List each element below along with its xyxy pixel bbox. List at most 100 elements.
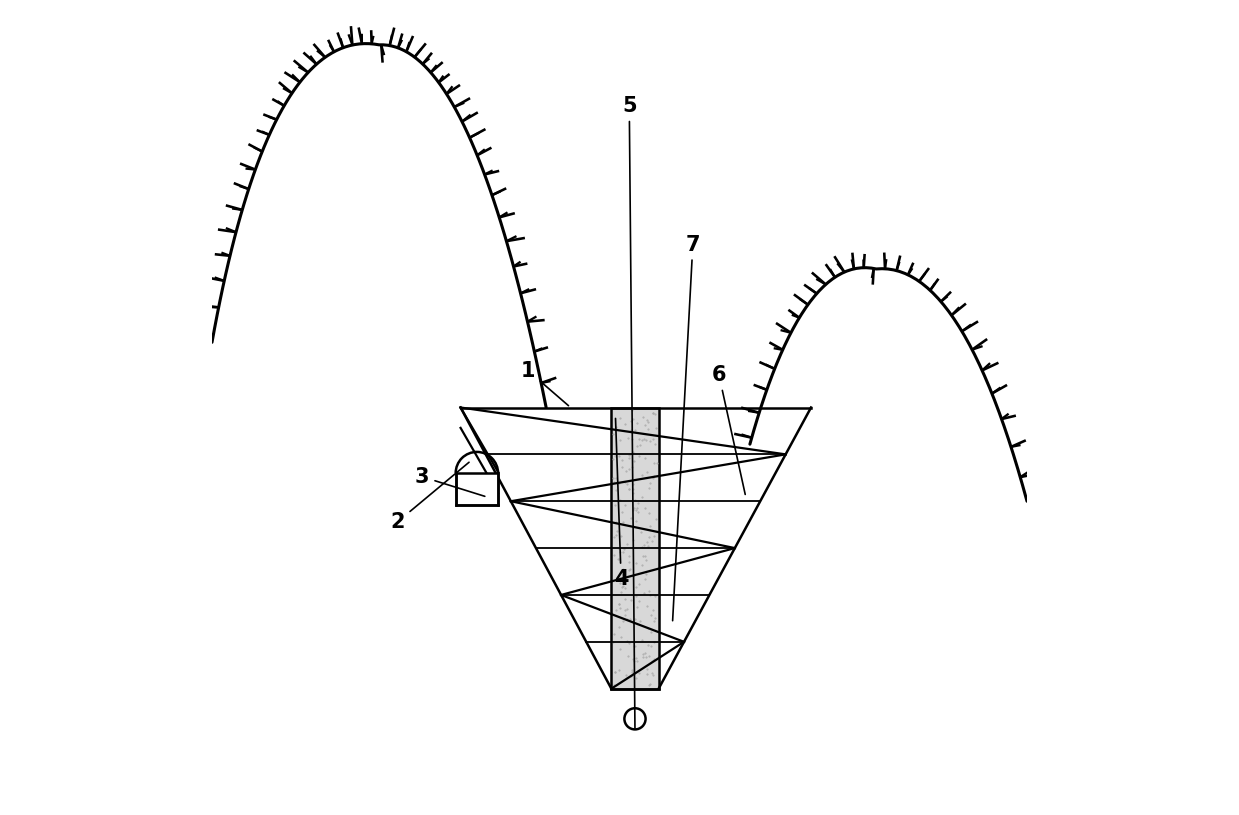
Point [634, 501, 654, 514]
Point [624, 654, 644, 667]
Point [606, 472, 626, 485]
Point [610, 601, 629, 615]
Point [636, 549, 655, 562]
Point [642, 535, 662, 548]
Point [624, 613, 644, 626]
Point [629, 667, 649, 680]
Text: 2: 2 [390, 462, 470, 531]
Point [644, 611, 664, 624]
Point [618, 650, 638, 663]
Point [616, 475, 636, 488]
Point [643, 669, 663, 682]
Point [616, 417, 636, 430]
Point [627, 654, 647, 667]
Point [632, 469, 652, 482]
Text: 5: 5 [622, 96, 637, 729]
Point [623, 446, 643, 459]
Point [606, 421, 626, 434]
Point [620, 463, 639, 476]
Point [605, 448, 624, 461]
Point [605, 531, 624, 544]
Point [603, 427, 623, 440]
Point [605, 628, 624, 641]
Point [617, 478, 637, 491]
Point [627, 601, 647, 614]
Point [647, 456, 667, 469]
Point [639, 531, 659, 544]
Point [608, 597, 628, 610]
Point [643, 432, 663, 445]
Point [623, 412, 643, 425]
Point [643, 471, 663, 484]
Point [638, 650, 658, 663]
Point [646, 438, 665, 451]
Point [638, 638, 658, 651]
Point [612, 460, 632, 474]
Point [642, 667, 662, 680]
Point [606, 516, 626, 529]
Point [632, 559, 652, 572]
Point [633, 538, 653, 551]
Point [636, 572, 655, 585]
Point [627, 502, 647, 515]
Point [643, 407, 663, 420]
Point [615, 498, 634, 511]
Point [633, 650, 653, 663]
Point [617, 634, 637, 647]
Point [623, 533, 643, 546]
Point [626, 581, 646, 594]
Point [638, 422, 658, 435]
Point [632, 433, 652, 446]
Point [623, 478, 643, 491]
Point [624, 639, 644, 652]
Point [618, 550, 638, 563]
Point [632, 634, 652, 647]
Point [631, 526, 650, 539]
Point [622, 511, 642, 524]
Point [628, 496, 648, 509]
Point [623, 652, 643, 665]
Point [612, 453, 632, 466]
Point [633, 549, 653, 562]
Point [644, 456, 664, 469]
Point [639, 507, 659, 520]
Point [608, 450, 628, 463]
Point [615, 570, 634, 583]
Point [603, 635, 623, 648]
Point [632, 540, 652, 553]
Point [642, 654, 662, 667]
Point [616, 669, 636, 682]
Point [641, 434, 660, 447]
Point [617, 612, 637, 625]
Point [605, 548, 624, 561]
Point [638, 416, 658, 429]
Point [634, 647, 654, 660]
Point [605, 475, 624, 488]
Point [605, 498, 624, 511]
Point [611, 576, 631, 589]
Point [634, 433, 654, 446]
Point [644, 653, 664, 666]
Point [629, 438, 649, 452]
Point [616, 581, 636, 594]
Point [606, 449, 626, 462]
Point [608, 541, 628, 554]
Point [605, 665, 624, 678]
Bar [456, 473, 498, 505]
Point [603, 452, 623, 465]
Point [637, 413, 657, 426]
Point [620, 556, 639, 569]
Point [626, 589, 646, 602]
Point [626, 672, 646, 685]
Point [617, 602, 637, 615]
Text: 6: 6 [711, 365, 745, 495]
Point [608, 553, 628, 566]
Point [637, 667, 657, 681]
Point [641, 677, 660, 690]
Point [611, 493, 631, 506]
Point [643, 406, 663, 419]
Point [623, 487, 643, 500]
Point [622, 460, 642, 474]
Point [636, 651, 655, 664]
Point [633, 491, 653, 504]
